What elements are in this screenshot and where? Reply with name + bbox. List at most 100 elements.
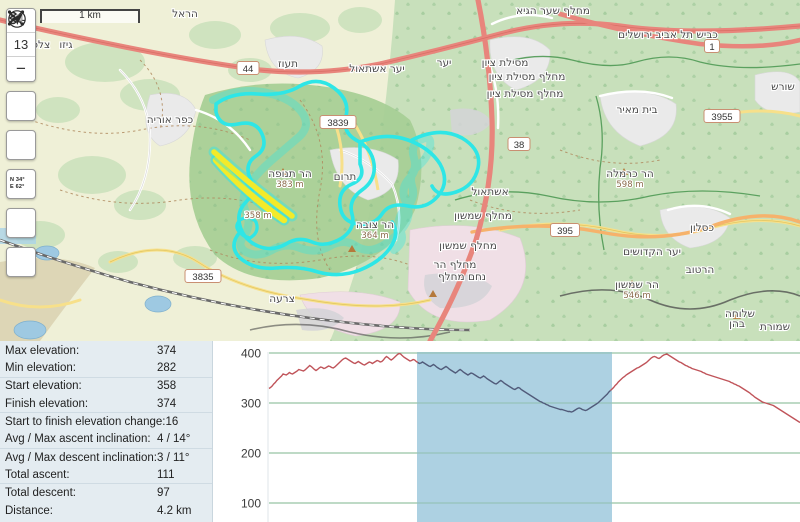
map-place-label: 598 m (616, 180, 643, 190)
navigation-arrow-icon (11, 13, 23, 25)
stat-value: 3 / 11° (157, 451, 190, 464)
map-place-label: צרעה (269, 293, 295, 305)
elevation-profile-line-selected (417, 361, 611, 413)
map-place-label: שמורת (760, 321, 790, 333)
road-shield (704, 39, 720, 53)
road-shield (703, 109, 741, 123)
compass-button[interactable] (6, 10, 36, 238)
map-controls: + 13 − (6, 8, 36, 286)
stat-value: 111 (157, 468, 175, 481)
map-place-label: מחלף מסילת ציון (489, 71, 566, 83)
stat-row: Max elevation: 374 (0, 342, 212, 360)
stat-row: Avg / Max descent inclination: 3 / 11° (0, 449, 212, 467)
map-place-label: 358 m (244, 211, 271, 221)
elevation-profile-line (268, 352, 800, 424)
road-shield-label: 3835 (192, 272, 213, 283)
map-place-label: נחם מחלף (438, 271, 486, 283)
stat-value: 358 (157, 380, 177, 393)
map-place-label: מחלף מסילת ציון (487, 88, 564, 100)
statistics-panel: Max elevation: 374 Min elevation: 282 Start … (0, 341, 213, 522)
road-shield-label: 38 (514, 140, 525, 151)
map-place-label: 383 m (276, 180, 303, 190)
coordinates-button[interactable]: N 34° E 62° (6, 169, 36, 199)
chart-y-tick-label: 100 (241, 497, 261, 511)
layers-button[interactable] (6, 11, 36, 160)
stat-row: Avg / Max ascent inclination: 4 / 14° (0, 431, 212, 449)
stat-row: Finish elevation: 374 (0, 395, 212, 414)
map-place-label: הר צובה (356, 219, 394, 231)
road-shield (507, 137, 531, 151)
stat-row: Start to finish elevation change: 16 (0, 413, 212, 431)
stat-label: Max elevation: (5, 344, 80, 357)
map-place-label: גיזו (59, 39, 73, 51)
map-place-label: תעוז (278, 58, 298, 70)
stat-row: Total ascent: 111 (0, 467, 212, 485)
map-place-label: שורש (771, 81, 795, 93)
zoom-level-indicator[interactable]: 13 (7, 33, 35, 57)
map-scalebar: 1 km (40, 9, 140, 23)
stat-value: 374 (157, 397, 177, 410)
measure-tool-button[interactable] (6, 10, 36, 121)
map-place-label: הר כרמלה (606, 168, 654, 180)
stat-row: Distance: 4.2 km (0, 502, 212, 520)
map-canvas[interactable]: צלפון גיזו הראל כפר אוריה תעוז יער אשתאול הר ת… (0, 0, 800, 341)
stat-row: Min elevation: 282 (0, 360, 212, 378)
stat-value: 374 (157, 344, 177, 357)
chart-y-axis-labels: 400 300 200 100 (241, 347, 261, 511)
map-place-label: יער (437, 57, 452, 69)
map-place-label: הראל (172, 8, 198, 20)
map-place-label: תרום (334, 171, 357, 183)
stat-label: Finish elevation: (5, 397, 89, 410)
road-shield-label: 44 (243, 64, 254, 75)
stat-label: Min elevation: (5, 362, 76, 375)
map-place-label: הרטוב (686, 264, 715, 276)
map-place-label: כפר אוריה (147, 114, 193, 126)
stat-value: 4 / 14° (157, 433, 191, 446)
map-place-label: מחלף שמשון (454, 210, 512, 222)
map-place-label: הר שמשון (615, 279, 659, 291)
map-place-label: הר תנופה (268, 168, 312, 180)
scalebar-label: 1 km (79, 10, 101, 21)
chart-gridlines-over-selection (269, 352, 800, 504)
map-place-label: שלוחה (725, 308, 755, 320)
road-shield-label: 3955 (711, 112, 732, 123)
road-shield (184, 269, 222, 283)
chart-y-tick-label: 400 (241, 347, 261, 361)
elevation-chart-svg[interactable]: 400 300 200 100 (213, 341, 800, 522)
map-place-label: 546 m (623, 291, 650, 301)
stat-value: 282 (157, 362, 177, 375)
stat-row: Total descent: 97 (0, 484, 212, 502)
map-place-label: מסילת ציון (482, 57, 529, 69)
stat-row: Start elevation: 358 (0, 378, 212, 396)
road-shield-label: 1 (709, 42, 714, 53)
stat-value: 4.2 km (157, 505, 192, 518)
locate-button[interactable] (6, 13, 36, 277)
map-place-label: יער אשתאול (349, 63, 404, 75)
elevation-chart[interactable]: 400 300 200 100 (213, 341, 800, 522)
zoom-out-button[interactable]: − (7, 57, 35, 81)
map-place-label: מחלף הר (434, 259, 477, 271)
road-shield (236, 61, 260, 75)
map-place-label: בית מאיר (616, 104, 657, 116)
chart-selection-region[interactable] (417, 352, 612, 522)
stat-label: Avg / Max ascent inclination: (5, 433, 151, 446)
stat-label: Avg / Max descent inclination: (5, 451, 157, 464)
stat-label: Start elevation: (5, 380, 82, 393)
map-place-label: כביש תל אביב ירושלים (618, 29, 718, 41)
stat-label: Total ascent: (5, 468, 70, 481)
map-place-label: מחלף שמשון (439, 240, 497, 252)
chart-y-tick-label: 200 (241, 447, 261, 461)
stat-value: 16 (165, 416, 179, 429)
bottom-panel: Max elevation: 374 Min elevation: 282 Start … (0, 341, 800, 522)
map-place-label: 364 m (361, 231, 388, 241)
stat-label: Distance: (5, 505, 53, 518)
coordinate-lat: N 34° (10, 177, 25, 183)
coordinate-lon: E 62° (10, 184, 25, 190)
road-shield (319, 115, 357, 129)
stat-label: Total descent: (5, 487, 76, 500)
road-shield-label: 3839 (327, 118, 348, 129)
map-place-label: בהן (729, 318, 745, 330)
road-shield (550, 223, 580, 237)
